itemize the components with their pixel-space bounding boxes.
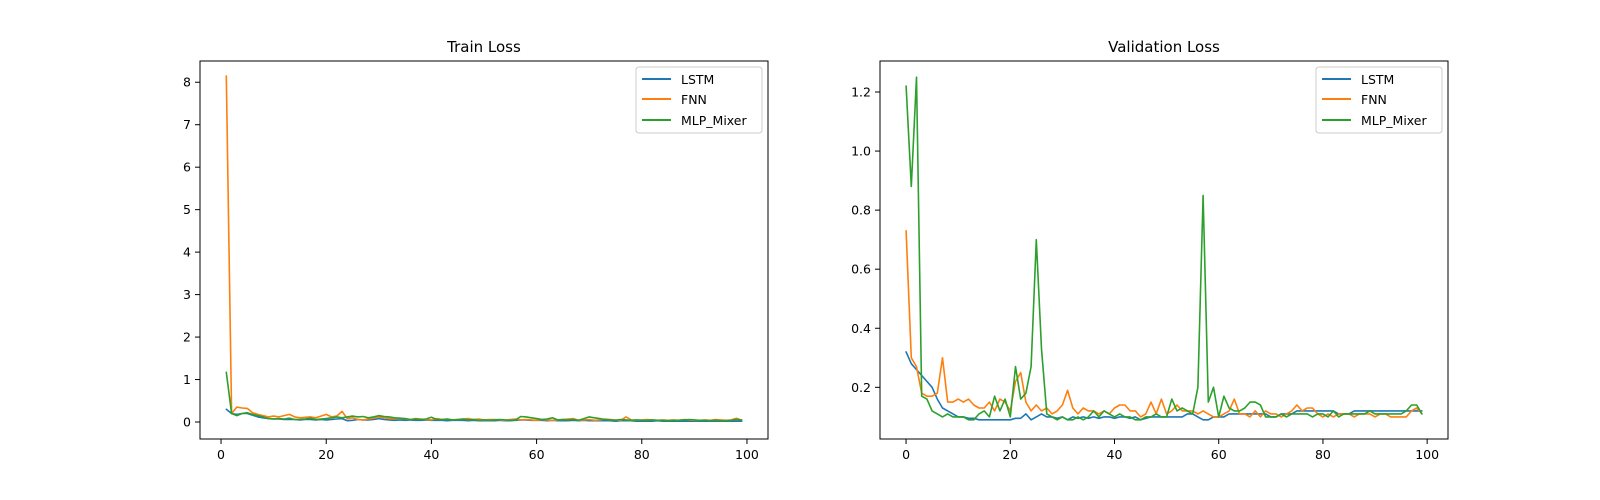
y-tick-label: 1: [183, 372, 191, 387]
legend-label-mlp-mixer: MLP_Mixer: [1361, 113, 1427, 128]
x-tick-label: 80: [1315, 447, 1331, 462]
y-tick-label: 1.2: [851, 85, 871, 100]
x-tick-label: 100: [735, 447, 759, 462]
y-tick-label: 6: [183, 160, 191, 175]
y-tick-label: 0.2: [851, 380, 871, 395]
legend-box: [635, 66, 763, 134]
x-tick-label: 40: [423, 447, 439, 462]
x-tick-label: 40: [1107, 447, 1123, 462]
validation-loss-panel: Validation Loss 0 20 40 60 80 100 0.2 0.4 0.6 0.8…: [851, 38, 1449, 462]
legend: LSTM FNN MLP_Mixer: [1315, 66, 1443, 134]
x-tick-label: 0: [217, 447, 225, 462]
x-tick-label: 0: [902, 447, 910, 462]
y-tick-label: 0.4: [851, 321, 871, 336]
y-tick-label: 8: [183, 75, 191, 90]
y-tick-label: 2: [183, 330, 191, 345]
legend-label-lstm: LSTM: [1361, 72, 1394, 87]
train-loss-panel: Train Loss 0 20 40 60 80 100 0 1 2 3 4 5 6 7 8 LSTM FN…: [183, 38, 769, 462]
x-tick-label: 60: [1211, 447, 1227, 462]
x-tick-label: 60: [529, 447, 545, 462]
legend-label-fnn: FNN: [1361, 92, 1387, 107]
x-tick-label: 100: [1415, 447, 1439, 462]
y-tick-label: 5: [183, 202, 191, 217]
y-tick-label: 4: [183, 245, 191, 260]
y-tick-label: 0.6: [851, 262, 871, 277]
legend-box: [1315, 66, 1443, 134]
y-tick-label: 0: [183, 415, 191, 430]
axes-frame: [199, 60, 769, 440]
legend-label-lstm: LSTM: [681, 72, 714, 87]
x-tick-label: 80: [634, 447, 650, 462]
legend-label-fnn: FNN: [681, 92, 707, 107]
plot-area: 0 20 40 60 80 100 0 1 2 3 4 5 6 7 8: [183, 75, 759, 462]
axes-frame: [879, 60, 1449, 440]
y-tick-label: 3: [183, 287, 191, 302]
series-line-mlp-mixer: [905, 76, 1423, 421]
legend-label-mlp-mixer: MLP_Mixer: [681, 113, 747, 128]
chart-title: Validation Loss: [1108, 38, 1220, 56]
y-tick-label: 0.8: [851, 203, 871, 218]
legend: LSTM FNN MLP_Mixer: [635, 66, 763, 134]
y-tick-label: 7: [183, 117, 191, 132]
x-tick-label: 20: [1002, 447, 1018, 462]
y-tick-label: 1.0: [851, 144, 871, 159]
series-line-mlp-mixer: [225, 371, 743, 422]
chart-title: Train Loss: [446, 38, 521, 56]
plot-area: 0 20 40 60 80 100 0.2 0.4 0.6 0.8 1.0 1.2: [851, 76, 1439, 462]
x-tick-label: 20: [318, 447, 334, 462]
